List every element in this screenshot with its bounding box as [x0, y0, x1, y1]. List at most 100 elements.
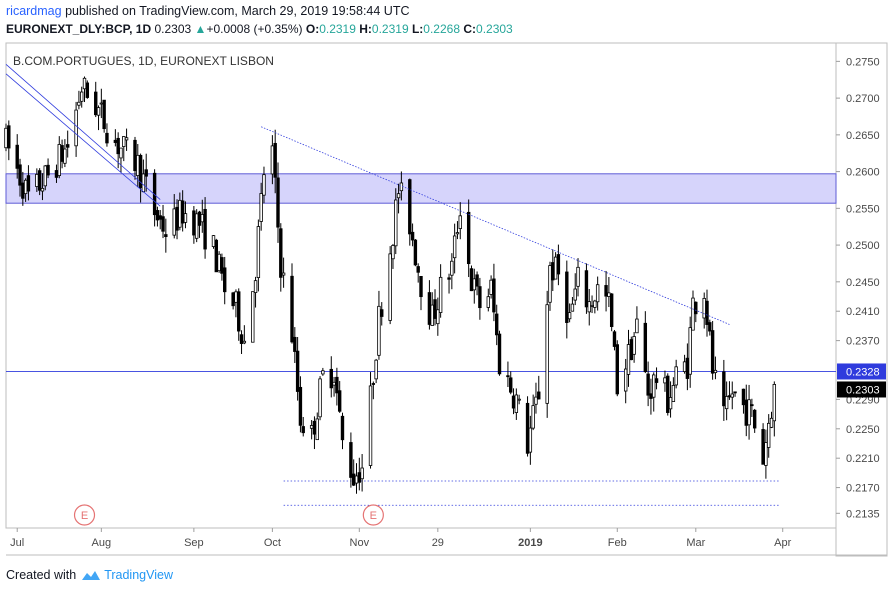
candle-body	[217, 253, 221, 272]
candle-body	[318, 378, 322, 418]
candle-body	[273, 142, 277, 178]
candle-body	[63, 148, 67, 164]
candle-body	[565, 271, 569, 323]
time-tick-label: Apr	[774, 537, 791, 549]
candle-body	[136, 154, 140, 176]
candle-body	[18, 164, 22, 186]
candle-body	[105, 132, 109, 144]
tradingview-link[interactable]: TradingView	[104, 568, 173, 582]
candle-body	[427, 292, 432, 325]
candle-body	[553, 256, 558, 280]
author-link[interactable]: ricardmag	[6, 4, 62, 18]
candle-body	[253, 280, 258, 293]
candle-body	[724, 396, 729, 410]
candle-body	[122, 136, 126, 147]
trendline-1[interactable]	[5, 73, 161, 207]
candle-body	[408, 179, 412, 235]
candle-body	[492, 278, 496, 313]
candle-body	[652, 374, 656, 398]
candle-body	[567, 312, 572, 320]
candle-body	[472, 278, 476, 291]
candle-body	[290, 275, 294, 343]
candle-body	[497, 333, 502, 375]
candle-body	[371, 383, 376, 385]
earnings-marker[interactable]	[73, 504, 96, 526]
candle-body	[388, 253, 392, 321]
candle-body	[57, 144, 61, 176]
candle-body	[298, 386, 303, 426]
candle-body	[534, 396, 538, 405]
candle-body	[688, 327, 692, 375]
candle-body	[172, 208, 176, 236]
candle-body	[102, 99, 106, 130]
candle-body	[674, 366, 678, 386]
resistance-zone[interactable]	[5, 173, 837, 204]
candle-body	[315, 418, 319, 441]
candle-body	[733, 391, 737, 394]
time-axis[interactable]: Jul Aug Sep Oct Nov 29 2019 Feb Mar Apr	[10, 528, 792, 549]
candle-body	[517, 398, 521, 401]
close-value: 0.2303	[476, 22, 513, 36]
candle-body	[357, 472, 362, 483]
price-axis[interactable]: 0.2750 0.2700 0.2650 0.2600 0.2550 0.2500 0.24…	[836, 56, 886, 520]
candle-body	[399, 182, 404, 192]
candle-body	[705, 300, 709, 325]
candle-body	[85, 82, 90, 98]
price-tick-label: 0.2700	[846, 93, 880, 105]
candle-body	[77, 101, 81, 106]
candle-body	[309, 425, 314, 429]
candle-body	[710, 330, 715, 374]
candle-body	[203, 208, 207, 250]
candle-body	[438, 276, 443, 313]
candle-body	[747, 399, 751, 426]
earnings-marker[interactable]	[362, 504, 384, 526]
resistance-zone-rect[interactable]	[5, 173, 837, 204]
candle-body	[349, 442, 353, 478]
candle-body	[368, 385, 373, 466]
open-label: O:	[305, 22, 320, 36]
trendline-2[interactable]	[261, 126, 730, 325]
candle-body	[223, 267, 227, 293]
candle-body	[654, 378, 659, 383]
candle-body	[668, 397, 673, 410]
candle-body	[761, 429, 765, 465]
price-tick-label: 0.2250	[846, 424, 880, 436]
line-price-badge	[837, 363, 886, 380]
price-tick-label: 0.2650	[846, 130, 880, 142]
earnings-marker-label: E	[370, 510, 377, 522]
candle-body	[352, 473, 356, 486]
candle-body	[380, 309, 384, 317]
candle-body	[545, 304, 549, 404]
candle-body	[391, 245, 395, 260]
candle-body	[741, 388, 746, 406]
candle-body	[682, 361, 687, 372]
candle-body	[769, 417, 774, 428]
horizontal-lines[interactable]	[6, 371, 836, 506]
candle-body	[615, 344, 619, 395]
chart-title: B.COM.PORTUGUES, 1D, EURONEXT LISBON	[13, 54, 274, 68]
candle-body	[138, 154, 143, 189]
trendline-0[interactable]	[5, 64, 161, 200]
candle-body	[528, 427, 533, 453]
candle-body	[394, 199, 398, 247]
trendlines[interactable]	[5, 64, 730, 325]
candle-body	[113, 139, 118, 143]
candle-body	[7, 125, 11, 149]
candle-body	[514, 394, 519, 413]
candle-body	[694, 301, 698, 315]
candle-body	[595, 284, 600, 303]
candle-body	[279, 228, 283, 278]
open-value: 0.2319	[319, 22, 356, 36]
last-value: 0.2303	[154, 22, 192, 36]
candle-body	[764, 442, 768, 466]
candle-body	[649, 393, 653, 399]
candle-body	[35, 173, 39, 187]
candle-body	[4, 127, 8, 149]
candle-body	[295, 350, 300, 392]
candle-body	[495, 313, 499, 336]
candle-body	[702, 297, 706, 319]
candle-body	[164, 234, 168, 238]
candle-body	[489, 279, 493, 295]
